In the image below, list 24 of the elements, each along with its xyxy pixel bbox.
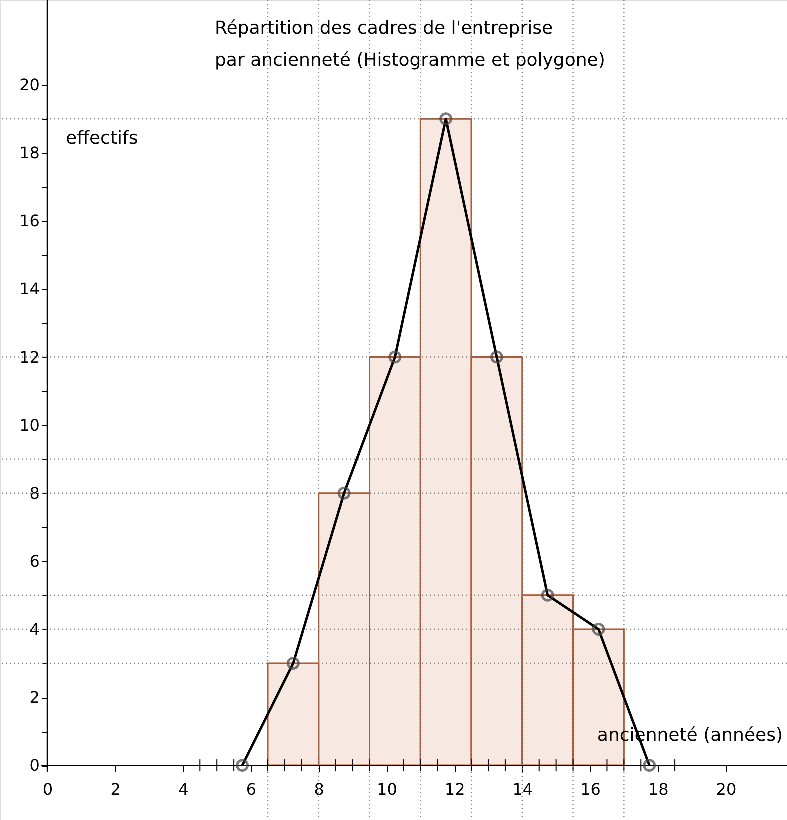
x-tick-label: 16: [580, 780, 601, 800]
y-tick-label: 20: [20, 76, 40, 95]
x-tick-label: 4: [178, 780, 189, 800]
x-tick-label: 18: [648, 780, 669, 800]
x-tick-label: 20: [716, 780, 737, 800]
x-tick-label: 10: [377, 780, 398, 800]
x-tick-label: 0: [42, 780, 54, 800]
y-tick-label: 12: [20, 348, 40, 367]
x-tick-label: 8: [314, 780, 324, 800]
y-tick-label: 0: [30, 756, 40, 776]
y-tick-label: 14: [20, 280, 40, 299]
y-tick-label: 8: [30, 484, 40, 503]
y-tick-label: 2: [30, 688, 40, 708]
y-axis-title: effectifs: [66, 128, 138, 149]
x-tick-label: 2: [110, 780, 121, 800]
x-tick-label: 6: [246, 780, 257, 800]
y-tick-label: 10: [20, 416, 40, 435]
text: Répartition des cadres de l'entreprise par ancienneté (Histogramme et polygone): [215, 18, 606, 71]
y-tick-label: 4: [30, 620, 40, 639]
x-tick-label: 12: [444, 780, 466, 800]
y-tick-label: 16: [20, 212, 40, 231]
x-tick-label: 14: [512, 780, 534, 800]
y-tick-label: 18: [20, 144, 40, 163]
y-tick-label: 6: [30, 552, 40, 571]
